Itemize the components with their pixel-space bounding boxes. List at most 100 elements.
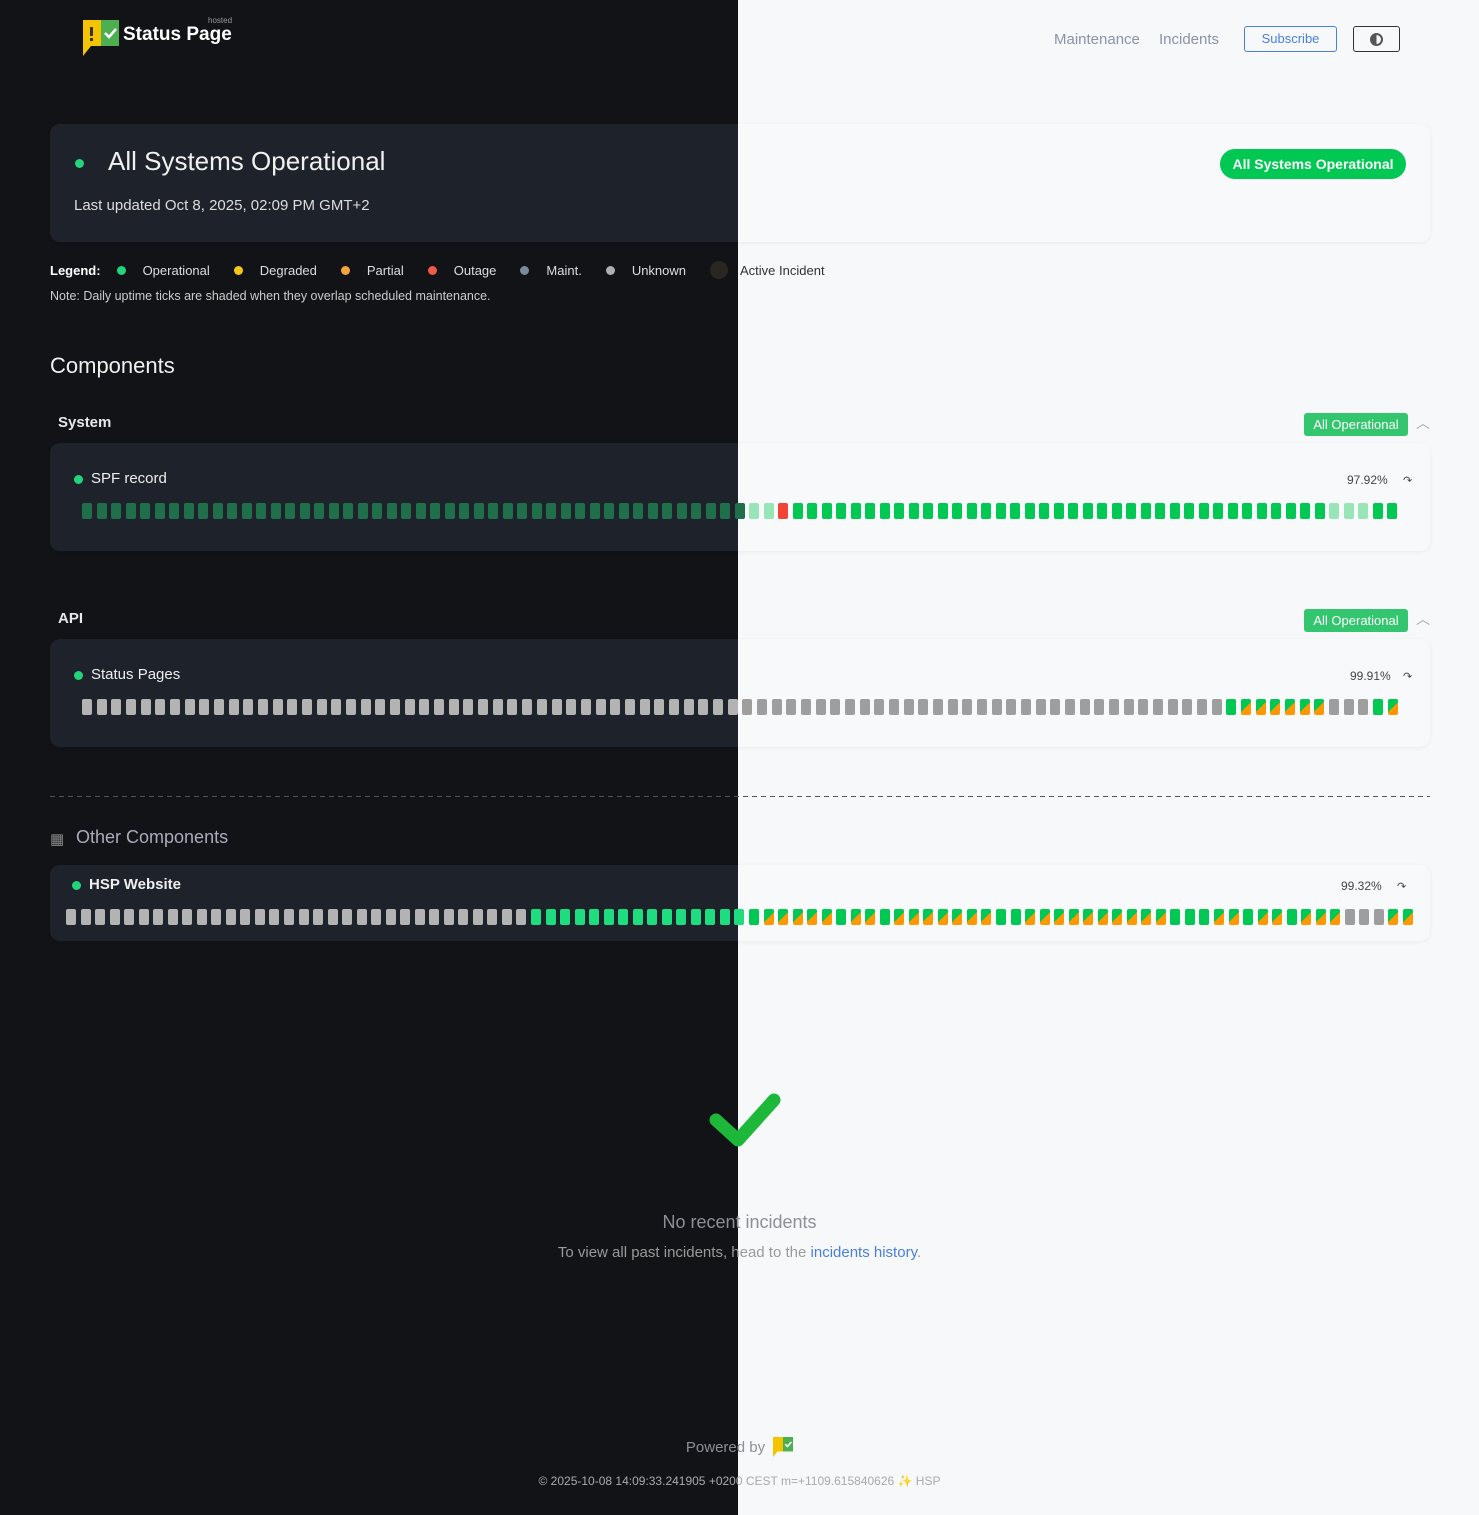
uptime-tick-operational[interactable]	[1300, 503, 1310, 519]
uptime-tick-operational-partial[interactable]	[1083, 909, 1094, 925]
uptime-tick-unknown[interactable]	[756, 699, 767, 715]
uptime-tick-operational[interactable]	[1170, 909, 1181, 925]
uptime-tick-operational-partial[interactable]	[1402, 909, 1413, 925]
uptime-tick-operational-partial[interactable]	[1213, 909, 1224, 925]
uptime-tick-unknown[interactable]	[595, 699, 606, 715]
uptime-tick-unknown[interactable]	[639, 699, 650, 715]
uptime-tick-operational-maintenance-shaded[interactable]	[459, 503, 469, 519]
uptime-tick-unknown[interactable]	[287, 699, 298, 715]
uptime-tick-unknown[interactable]	[1329, 699, 1340, 715]
uptime-tick-unknown[interactable]	[82, 699, 92, 715]
uptime-tick-operational-partial[interactable]	[1054, 909, 1065, 925]
uptime-tick-operational-maintenance-shaded[interactable]	[198, 503, 208, 519]
uptime-tick-unknown[interactable]	[1153, 699, 1164, 715]
uptime-tick-unknown[interactable]	[153, 909, 164, 925]
uptime-tick-operational[interactable]	[690, 909, 701, 925]
uptime-tick-operational-maintenance-shaded[interactable]	[517, 503, 527, 519]
uptime-tick-operational[interactable]	[879, 909, 890, 925]
uptime-tick-operational[interactable]	[1111, 503, 1122, 519]
uptime-tick-operational[interactable]	[981, 503, 991, 519]
nav-incidents[interactable]: Incidents	[1159, 31, 1220, 48]
uptime-tick-unknown[interactable]	[501, 909, 512, 925]
uptime-tick-unknown[interactable]	[1167, 699, 1178, 715]
refresh-icon[interactable]: ↷	[1403, 475, 1413, 487]
uptime-tick-unknown[interactable]	[126, 699, 137, 715]
uptime-tick-unknown[interactable]	[962, 699, 973, 715]
uptime-tick-unknown[interactable]	[1065, 699, 1076, 715]
uptime-tick-operational-maintenance-shaded[interactable]	[227, 503, 237, 519]
uptime-tick-operational[interactable]	[850, 503, 861, 519]
uptime-tick-operational[interactable]	[1373, 699, 1384, 715]
uptime-tick-operational-partial[interactable]	[1285, 699, 1296, 715]
uptime-tick-operational-partial[interactable]	[865, 909, 876, 925]
uptime-tick-operational-maintenance-shaded[interactable]	[270, 503, 281, 519]
uptime-tick-operational[interactable]	[632, 909, 643, 925]
uptime-tick-unknown[interactable]	[313, 909, 324, 925]
uptime-tick-unknown[interactable]	[1138, 699, 1149, 715]
chevron-up-icon[interactable]: ︿	[1416, 611, 1430, 627]
uptime-tick-operational[interactable]	[589, 909, 600, 925]
refresh-icon[interactable]: ↷	[1397, 881, 1407, 893]
uptime-tick-operational-maintenance-shaded[interactable]	[212, 503, 223, 519]
uptime-tick-operational[interactable]	[1010, 503, 1020, 519]
uptime-tick-unknown[interactable]	[1021, 699, 1031, 715]
uptime-tick-unknown[interactable]	[712, 699, 723, 715]
uptime-tick-operational-maintenance-shaded[interactable]	[488, 503, 498, 519]
uptime-tick-unknown[interactable]	[298, 909, 309, 925]
uptime-tick-operational[interactable]	[705, 909, 716, 925]
uptime-tick-unknown[interactable]	[654, 699, 665, 715]
uptime-tick-operational-partial[interactable]	[1112, 909, 1123, 925]
uptime-tick-unknown[interactable]	[228, 699, 239, 715]
uptime-tick-unknown[interactable]	[492, 699, 503, 715]
uptime-tick-unknown[interactable]	[1343, 699, 1354, 715]
uptime-tick-unknown[interactable]	[385, 909, 396, 925]
uptime-tick-unknown[interactable]	[1358, 699, 1369, 715]
uptime-tick-unknown[interactable]	[551, 699, 562, 715]
uptime-tick-operational-partial[interactable]	[763, 909, 774, 925]
uptime-tick-operational-partial[interactable]	[850, 909, 861, 925]
uptime-tick-unknown[interactable]	[742, 699, 753, 715]
uptime-tick-operational-partial[interactable]	[981, 909, 992, 925]
uptime-tick-operational[interactable]	[1039, 503, 1049, 519]
uptime-tick-operational[interactable]	[821, 503, 832, 519]
uptime-tick-unknown[interactable]	[111, 699, 122, 715]
uptime-tick-operational-maintenance-shaded[interactable]	[343, 503, 353, 519]
uptime-tick-unknown[interactable]	[844, 699, 855, 715]
uptime-tick-operational-partial[interactable]	[807, 909, 818, 925]
uptime-tick-operational-maintenance-shaded[interactable]	[401, 503, 411, 519]
logo-icon[interactable]	[773, 1437, 794, 1457]
uptime-tick-unknown[interactable]	[1006, 699, 1017, 715]
uptime-tick-operational-maintenance-shaded[interactable]	[328, 503, 339, 519]
uptime-tick-unknown[interactable]	[624, 699, 635, 715]
uptime-tick-operational-maintenance-shaded[interactable]	[734, 503, 745, 519]
uptime-tick-unknown[interactable]	[124, 909, 135, 925]
uptime-tick-unknown[interactable]	[414, 909, 425, 925]
uptime-tick-unknown[interactable]	[184, 699, 195, 715]
uptime-tick-operational-maintenance-shaded[interactable]	[169, 503, 179, 519]
uptime-tick-unknown[interactable]	[1373, 909, 1384, 925]
uptime-tick-operational[interactable]	[748, 909, 759, 925]
uptime-tick-unknown[interactable]	[360, 699, 371, 715]
uptime-tick-operational-maintenance-shaded[interactable]	[1358, 503, 1368, 519]
uptime-tick-operational-partial[interactable]	[1315, 909, 1326, 925]
uptime-tick-operational[interactable]	[1140, 503, 1151, 519]
uptime-tick-operational-maintenance-shaded[interactable]	[111, 503, 121, 519]
uptime-tick-unknown[interactable]	[976, 699, 987, 715]
uptime-tick-unknown[interactable]	[478, 699, 489, 715]
uptime-tick-unknown[interactable]	[580, 699, 591, 715]
uptime-tick-operational-partial[interactable]	[1228, 909, 1239, 925]
uptime-tick-operational[interactable]	[923, 503, 933, 519]
uptime-tick-operational-partial[interactable]	[937, 909, 948, 925]
uptime-tick-unknown[interactable]	[1035, 699, 1046, 715]
incidents-history-link[interactable]: incidents history	[810, 1244, 917, 1261]
uptime-tick-operational-maintenance-shaded[interactable]	[763, 503, 774, 519]
uptime-tick-unknown[interactable]	[272, 699, 283, 715]
uptime-tick-operational-maintenance-shaded[interactable]	[386, 503, 397, 519]
uptime-tick-unknown[interactable]	[566, 699, 577, 715]
uptime-tick-unknown[interactable]	[327, 909, 338, 925]
uptime-tick-operational[interactable]	[879, 503, 890, 519]
uptime-tick-operational[interactable]	[1226, 699, 1237, 715]
uptime-tick-operational-partial[interactable]	[1126, 909, 1137, 925]
uptime-tick-operational[interactable]	[1387, 503, 1397, 519]
uptime-tick-operational-partial[interactable]	[821, 909, 832, 925]
